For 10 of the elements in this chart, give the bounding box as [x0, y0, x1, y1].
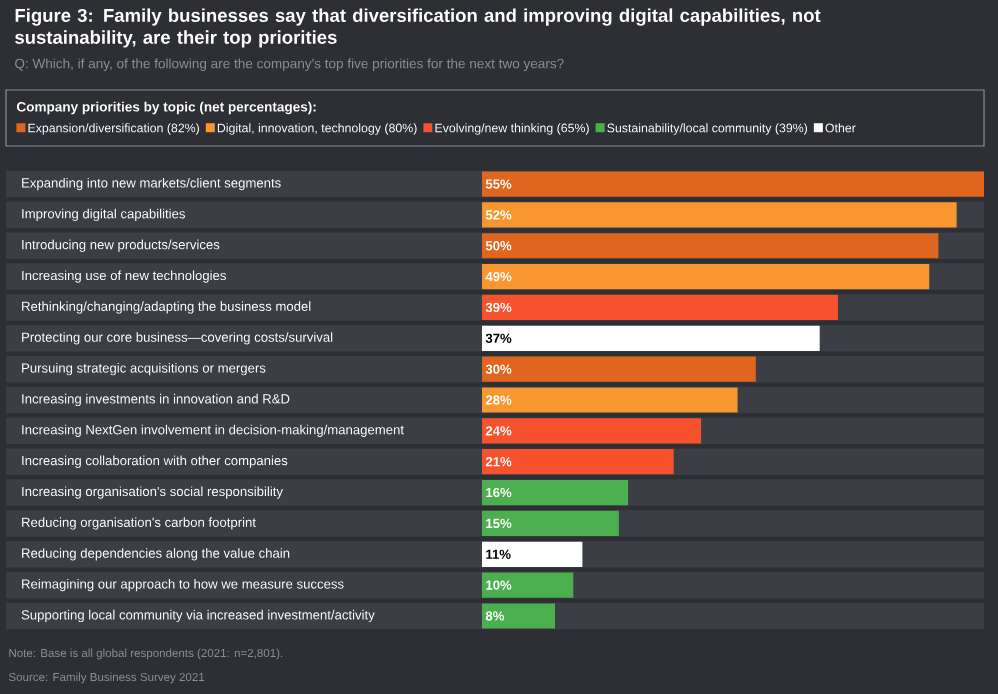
bar — [482, 356, 756, 382]
bar — [482, 387, 738, 413]
bar — [482, 479, 629, 506]
chart-title: Figure 3: Family businesses say that diversification and improving digital capabilities, not sustainability, are their top priorities — [15, 8, 821, 48]
bar — [482, 510, 619, 537]
bar — [482, 572, 574, 598]
bar — [482, 449, 674, 475]
bar — [482, 541, 583, 567]
bar — [482, 603, 556, 629]
bar — [482, 418, 702, 444]
